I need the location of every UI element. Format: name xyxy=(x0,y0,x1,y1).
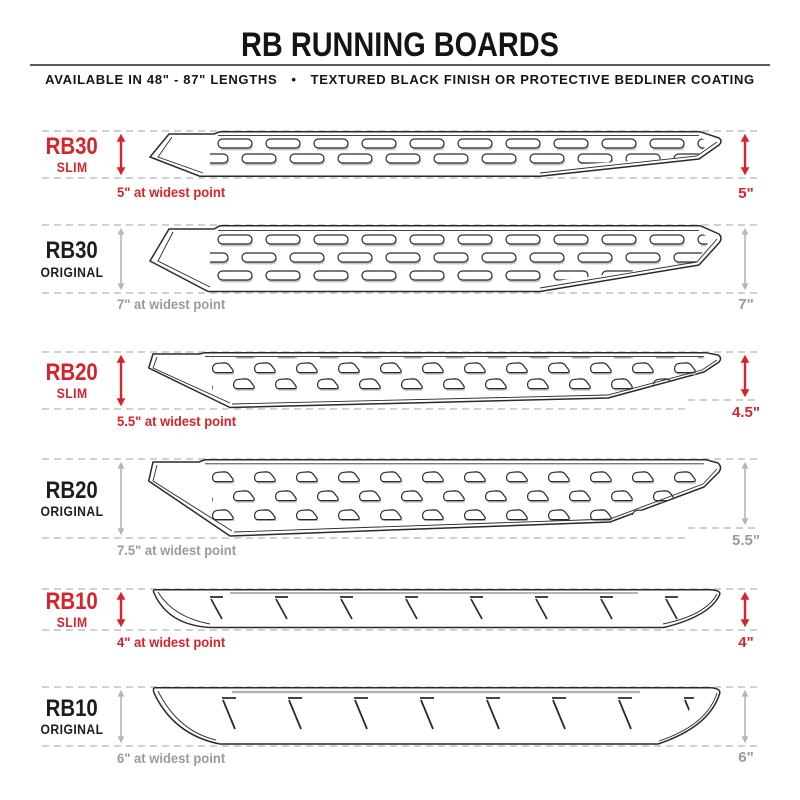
dashed-guide-bottom xyxy=(42,408,686,410)
model-name: RB10 xyxy=(45,694,99,722)
variant-name: ORIGINAL xyxy=(40,504,104,519)
model-name: RB10 xyxy=(45,587,99,615)
board-label: RB10 SLIM xyxy=(20,589,124,630)
height-arrow-right xyxy=(741,227,749,291)
variant-name: ORIGINAL xyxy=(40,264,104,280)
end-height-label: 7" xyxy=(738,296,754,313)
widest-point-label: 5.5" at widest point xyxy=(117,413,237,429)
board-label: RB30 ORIGINAL xyxy=(20,225,124,293)
height-arrow-left xyxy=(116,354,126,407)
board-drawing-rb20-original xyxy=(147,458,722,537)
board-drawing-rb10-slim xyxy=(152,588,721,629)
dashed-guide-bottom xyxy=(42,629,758,631)
dashed-guide-top xyxy=(42,351,758,353)
board-label: RB10 ORIGINAL xyxy=(20,687,124,746)
model-name: RB30 xyxy=(45,132,99,160)
dashed-guide-top xyxy=(42,224,758,226)
height-arrow-right xyxy=(741,689,749,744)
dashed-guide-bottom xyxy=(42,292,758,294)
widest-point-label: 5" at widest point xyxy=(117,184,226,200)
model-name: RB20 xyxy=(45,476,99,504)
widest-point-label: 7" at widest point xyxy=(117,296,226,312)
height-arrow-right xyxy=(741,461,749,526)
page-title: RB RUNNING BOARDS xyxy=(241,26,559,64)
widest-point-label: 6" at widest point xyxy=(117,750,226,766)
model-name: RB30 xyxy=(45,237,99,265)
subtitle-finish: TEXTURED BLACK FINISH OR PROTECTIVE BEDL… xyxy=(310,72,755,87)
widest-point-label: 7.5" at widest point xyxy=(117,542,237,558)
board-drawing-rb30-slim xyxy=(149,130,722,178)
dashed-guide-bottom xyxy=(42,745,758,747)
dashed-guide-bottom xyxy=(42,177,758,179)
height-arrow-left xyxy=(116,133,126,176)
dashed-guide-bottom xyxy=(42,537,686,539)
end-height-label: 4.5" xyxy=(732,404,760,421)
end-height-label: 5.5" xyxy=(732,532,760,549)
variant-name: SLIM xyxy=(56,160,88,175)
dashed-guide-top xyxy=(42,686,758,688)
board-drawing-rb10-original xyxy=(152,686,721,745)
subtitle-lengths: AVAILABLE IN 48" - 87" LENGTHS xyxy=(45,72,278,87)
end-height-label: 6" xyxy=(738,749,754,766)
board-label: RB20 SLIM xyxy=(20,352,124,409)
height-arrow-right xyxy=(740,354,750,398)
widest-point-label: 4" at widest point xyxy=(117,634,226,650)
board-label: RB30 SLIM xyxy=(20,131,124,178)
bullet-separator: • xyxy=(291,72,297,87)
variant-name: ORIGINAL xyxy=(40,722,104,737)
dashed-guide-top xyxy=(42,458,758,460)
height-arrow-left xyxy=(117,689,125,744)
end-height-label: 4" xyxy=(738,634,754,651)
variant-name: SLIM xyxy=(56,386,88,401)
board-drawing-rb20-slim xyxy=(147,351,722,409)
height-arrow-left xyxy=(117,461,125,536)
height-arrow-left xyxy=(116,591,126,628)
dashed-guide-top xyxy=(42,130,758,132)
dashed-guide-end xyxy=(688,399,758,401)
height-arrow-left xyxy=(117,227,125,291)
height-arrow-right xyxy=(740,591,750,628)
subtitle: AVAILABLE IN 48" - 87" LENGTHS • TEXTURE… xyxy=(0,72,800,87)
end-height-label: 5" xyxy=(738,185,754,202)
title-divider xyxy=(30,64,770,66)
board-drawing-rb30-original xyxy=(149,224,722,293)
dashed-guide-top xyxy=(42,588,758,590)
variant-name: SLIM xyxy=(56,615,88,631)
model-name: RB20 xyxy=(45,358,99,386)
height-arrow-right xyxy=(740,133,750,176)
board-label: RB20 ORIGINAL xyxy=(20,459,124,538)
dashed-guide-end xyxy=(688,527,758,529)
